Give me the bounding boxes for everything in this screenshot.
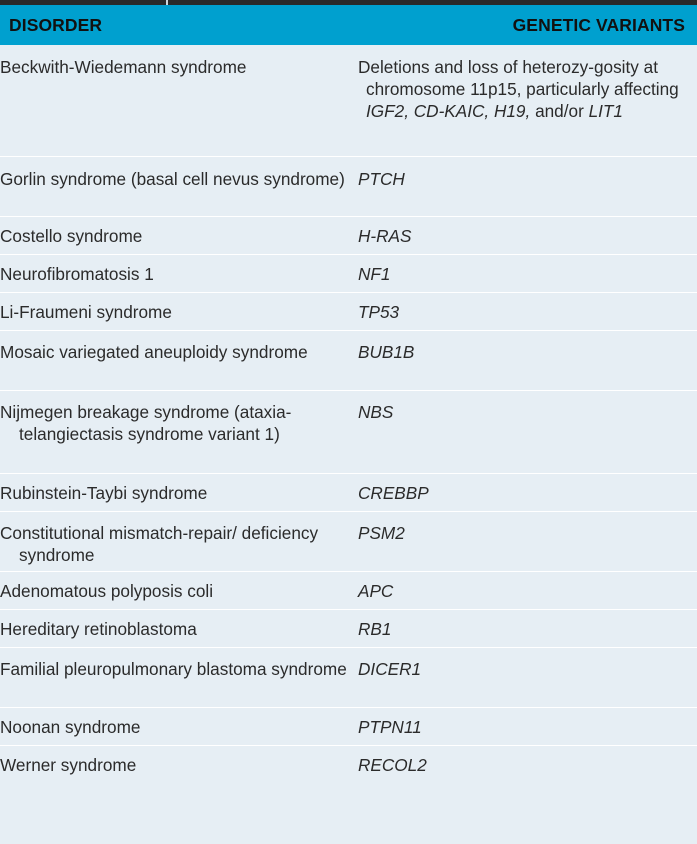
variant-cell: BUB1B (358, 330, 697, 390)
table-row: Neurofibromatosis 1 NF1 (0, 254, 697, 292)
disorder-cell: Hereditary retinoblastoma (0, 609, 358, 647)
disorder-cell: Adenomatous polyposis coli (0, 571, 358, 609)
table-row: Constitutional mismatch-repair/ deficien… (0, 511, 697, 571)
disorder-name: Adenomatous polyposis coli (0, 580, 358, 602)
table-row: Familial pleuropulmonary blastoma syndro… (0, 647, 697, 707)
variant-description: Deletions and loss of heterozy-gosity at… (358, 56, 685, 122)
disorder-cell: Beckwith-Wiedemann syndrome (0, 45, 358, 156)
variant-cell: PTCH (358, 156, 697, 216)
variant-cell: RECOL2 (358, 745, 697, 783)
variant-gene: CREBBP (358, 483, 429, 503)
disorder-name: Constitutional mismatch-repair/ deficien… (0, 522, 358, 566)
disorder-column-header: DISORDER (9, 15, 102, 36)
disorder-cell: Werner syndrome (0, 745, 358, 783)
disorder-name: Mosaic variegated aneuploidy syndrome (0, 341, 358, 363)
disorder-cell: Constitutional mismatch-repair/ deficien… (0, 511, 358, 571)
table-row: Li-Fraumeni syndrome TP53 (0, 292, 697, 330)
disorder-name: Costello syndrome (0, 225, 358, 247)
table-row: Adenomatous polyposis coli APC (0, 571, 697, 609)
variant-cell: H-RAS (358, 216, 697, 254)
variant-gene: PTPN11 (358, 717, 422, 737)
variant-cell: TP53 (358, 292, 697, 330)
variant-cell: Deletions and loss of heterozy-gosity at… (358, 45, 697, 156)
variant-gene: NF1 (358, 264, 390, 284)
table-row: Nijmegen breakage syndrome (ataxia-telan… (0, 390, 697, 473)
disorder-name: Familial pleuropulmonary blastoma syndro… (0, 658, 358, 680)
variant-gene: BUB1B (358, 342, 414, 362)
table-row: Beckwith-Wiedemann syndrome Deletions an… (0, 45, 697, 156)
disorder-name: Noonan syndrome (0, 716, 358, 738)
disorder-name: Beckwith-Wiedemann syndrome (0, 56, 358, 78)
variants-column-header: GENETIC VARIANTS (513, 15, 685, 36)
variant-text: Deletions and loss of heterozy-gosity at… (358, 57, 679, 99)
disorder-cell: Li-Fraumeni syndrome (0, 292, 358, 330)
variant-gene: RECOL2 (358, 755, 427, 775)
variant-gene: APC (358, 581, 393, 601)
table-row: Werner syndrome RECOL2 (0, 745, 697, 783)
disorder-name: Rubinstein-Taybi syndrome (0, 482, 358, 504)
variant-cell: NBS (358, 390, 697, 473)
variant-gene: PSM2 (358, 523, 405, 543)
disorder-name: Gorlin syndrome (basal cell nevus syndro… (0, 168, 358, 190)
table-row: Hereditary retinoblastoma RB1 (0, 609, 697, 647)
disorder-cell: Neurofibromatosis 1 (0, 254, 358, 292)
disorder-cell: Nijmegen breakage syndrome (ataxia-telan… (0, 390, 358, 473)
disorder-name: Werner syndrome (0, 754, 358, 776)
variant-gene: RB1 (358, 619, 391, 639)
variant-cell: CREBBP (358, 473, 697, 511)
variant-gene: NBS (358, 402, 393, 422)
disorder-name: Hereditary retinoblastoma (0, 618, 358, 640)
table-row: Mosaic variegated aneuploidy syndrome BU… (0, 330, 697, 390)
variant-text: and/or (535, 101, 584, 121)
disorder-cell: Gorlin syndrome (basal cell nevus syndro… (0, 156, 358, 216)
variant-gene: TP53 (358, 302, 399, 322)
disorder-cell: Familial pleuropulmonary blastoma syndro… (0, 647, 358, 707)
disorder-name: Neurofibromatosis 1 (0, 263, 358, 285)
variant-gene: H-RAS (358, 226, 411, 246)
disorder-name: Nijmegen breakage syndrome (ataxia-telan… (0, 401, 358, 445)
variant-gene: IGF2, CD-KAIC, H19, (366, 101, 530, 121)
table-row: Rubinstein-Taybi syndrome CREBBP (0, 473, 697, 511)
variant-cell: RB1 (358, 609, 697, 647)
disorder-cell: Rubinstein-Taybi syndrome (0, 473, 358, 511)
table-row: Noonan syndrome PTPN11 (0, 707, 697, 745)
disorder-name: Li-Fraumeni syndrome (0, 301, 358, 323)
disorder-table: Beckwith-Wiedemann syndrome Deletions an… (0, 45, 697, 783)
variant-cell: DICER1 (358, 647, 697, 707)
variant-cell: PTPN11 (358, 707, 697, 745)
disorder-cell: Costello syndrome (0, 216, 358, 254)
variant-cell: PSM2 (358, 511, 697, 571)
table-header: DISORDER GENETIC VARIANTS (0, 5, 697, 45)
disorder-cell: Mosaic variegated aneuploidy syndrome (0, 330, 358, 390)
variant-gene: PTCH (358, 169, 405, 189)
variant-gene: LIT1 (589, 101, 623, 121)
disorder-cell: Noonan syndrome (0, 707, 358, 745)
variant-cell: APC (358, 571, 697, 609)
variant-gene: DICER1 (358, 659, 421, 679)
table-row: Gorlin syndrome (basal cell nevus syndro… (0, 156, 697, 216)
variant-cell: NF1 (358, 254, 697, 292)
table-row: Costello syndrome H-RAS (0, 216, 697, 254)
